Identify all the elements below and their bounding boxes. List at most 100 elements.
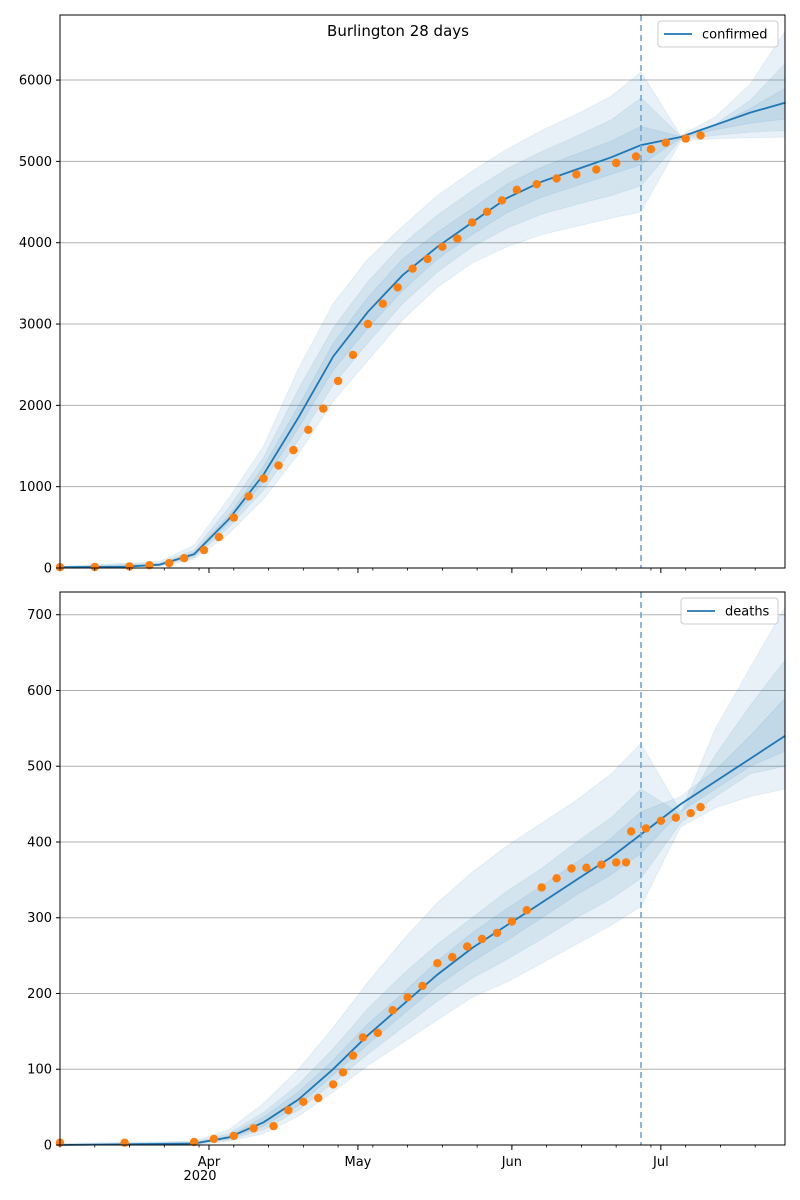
deaths-observed-point <box>522 906 531 915</box>
deaths-observed-point <box>388 1006 397 1015</box>
deaths-observed-point <box>269 1121 278 1131</box>
x-tick-label: Apr <box>198 1155 221 1170</box>
deaths-legend-label: deaths <box>725 605 770 620</box>
confirmed-observed-point <box>552 174 561 183</box>
confirmed-observed-point <box>179 554 189 563</box>
deaths-y-tick-label: 400 <box>27 835 52 850</box>
deaths-observed-point <box>626 827 636 836</box>
confirmed-observed-point <box>696 131 705 140</box>
confirmed-y-tick-label: 3000 <box>19 318 52 333</box>
deaths-observed-point <box>433 959 442 968</box>
deaths-observed-point <box>448 952 457 962</box>
confirmed-observed-point <box>348 350 358 360</box>
deaths-observed-point <box>314 1093 323 1103</box>
deaths-legend: deaths <box>680 597 779 625</box>
confirmed-legend-label: confirmed <box>702 28 768 43</box>
confirmed-observed-point <box>592 165 601 174</box>
deaths-observed-point <box>552 874 561 883</box>
deaths-observed-point <box>492 928 502 938</box>
confirmed-observed-point <box>631 152 641 161</box>
confirmed-observed-point <box>304 425 313 434</box>
confirmed-legend-box <box>657 20 779 48</box>
deaths-observed-point <box>338 1068 348 1077</box>
confirmed-axes-frame <box>59 14 786 569</box>
deaths-observed-point <box>477 934 487 944</box>
confirmed-observed-point <box>199 545 209 555</box>
confirmed-y-ticks: 0 1000 2000 3000 4000 5000 6000 <box>19 74 60 577</box>
x-tick-label: Jul <box>652 1155 669 1170</box>
confirmed-y-tick-label: 2000 <box>19 399 52 414</box>
deaths-observed-point <box>621 858 631 867</box>
confirmed-observed-point <box>289 445 298 455</box>
confirmed-observed-point <box>453 234 462 243</box>
confirmed-observed-point <box>378 299 387 308</box>
confirmed-observed-point <box>612 158 621 168</box>
deaths-observed-point <box>249 1124 258 1133</box>
deaths-observed-point <box>686 809 695 818</box>
deaths-observed-point <box>671 813 680 822</box>
confirmed-observed-point <box>165 558 174 568</box>
confirmed-observed-point <box>512 185 521 194</box>
confirmed-observed-point <box>423 254 432 264</box>
deaths-model-path <box>59 735 786 1146</box>
confirmed-observed-point <box>244 492 253 501</box>
confirmed-axes-box <box>59 14 786 569</box>
deaths-observed-point <box>358 1033 368 1042</box>
deaths-observed-point <box>567 864 576 873</box>
deaths-observed-point <box>209 1134 219 1144</box>
deaths-y-tick-label: 0 <box>44 1139 52 1154</box>
deaths-y-tick-label: 700 <box>27 608 52 623</box>
confirmed-observed-points <box>55 131 705 572</box>
confirmed-observed-point <box>497 196 507 205</box>
deaths-observed-point <box>597 860 606 869</box>
deaths-observed-point <box>284 1106 293 1115</box>
confirmed-y-tick-label: 1000 <box>19 480 52 495</box>
confirmed-y-tick-label: 0 <box>44 562 52 577</box>
deaths-y-tick-label: 200 <box>27 987 52 1002</box>
confirmed-observed-point <box>393 283 402 292</box>
confirmed-observed-point <box>363 319 373 329</box>
deaths-observed-point <box>373 1028 382 1038</box>
confirmed-y-tick-label: 4000 <box>19 236 52 251</box>
deaths-y-tick-label: 500 <box>27 760 52 775</box>
confirmed-grid <box>60 79 785 488</box>
x-tick-label: Jun <box>501 1155 522 1170</box>
deaths-observed-point <box>537 883 546 892</box>
deaths-observed-point <box>656 816 666 825</box>
confirmed-observed-point <box>259 474 268 483</box>
deaths-y-ticks: 0 100 200 300 400 500 600 700 <box>27 608 60 1154</box>
x-tick-label: May <box>344 1155 371 1170</box>
confirmed-observed-point <box>572 170 581 179</box>
confirmed-observed-point <box>482 207 492 216</box>
confirmed-y-tick-label: 5000 <box>19 155 52 170</box>
confirmed-observed-point <box>145 561 154 570</box>
deaths-grid <box>60 614 785 1070</box>
deaths-observed-point <box>299 1097 308 1107</box>
confirmed-observed-point <box>468 218 477 227</box>
deaths-observed-point <box>507 917 517 926</box>
confirmed-observed-point <box>532 180 541 189</box>
deaths-y-tick-label: 600 <box>27 684 52 699</box>
deaths-observed-point <box>328 1080 338 1089</box>
deaths-observed-point <box>582 863 591 872</box>
deaths-observed-point <box>189 1137 199 1147</box>
deaths-y-tick-label: 300 <box>27 911 52 926</box>
confirmed-x-ticks <box>59 568 756 573</box>
deaths-observed-point <box>612 858 621 867</box>
deaths-observed-point <box>348 1051 358 1060</box>
confirmed-observed-point <box>646 145 656 154</box>
confirmed-observed-point <box>661 138 670 147</box>
deaths-observed-point <box>696 802 705 812</box>
confirmed-observed-point <box>274 461 283 470</box>
confirmed-observed-point <box>681 134 690 143</box>
x-year-label: 2020 <box>183 1169 216 1184</box>
deaths-observed-point <box>418 981 427 991</box>
deaths-observed-point <box>641 824 651 833</box>
confirmed-observed-point <box>408 264 417 273</box>
confirmed-observed-point <box>333 376 343 386</box>
confirmed-observed-point <box>319 404 328 413</box>
confirmed-observed-point <box>229 513 238 522</box>
confirmed-observed-point <box>438 242 447 251</box>
confirmed-observed-point <box>214 532 224 542</box>
